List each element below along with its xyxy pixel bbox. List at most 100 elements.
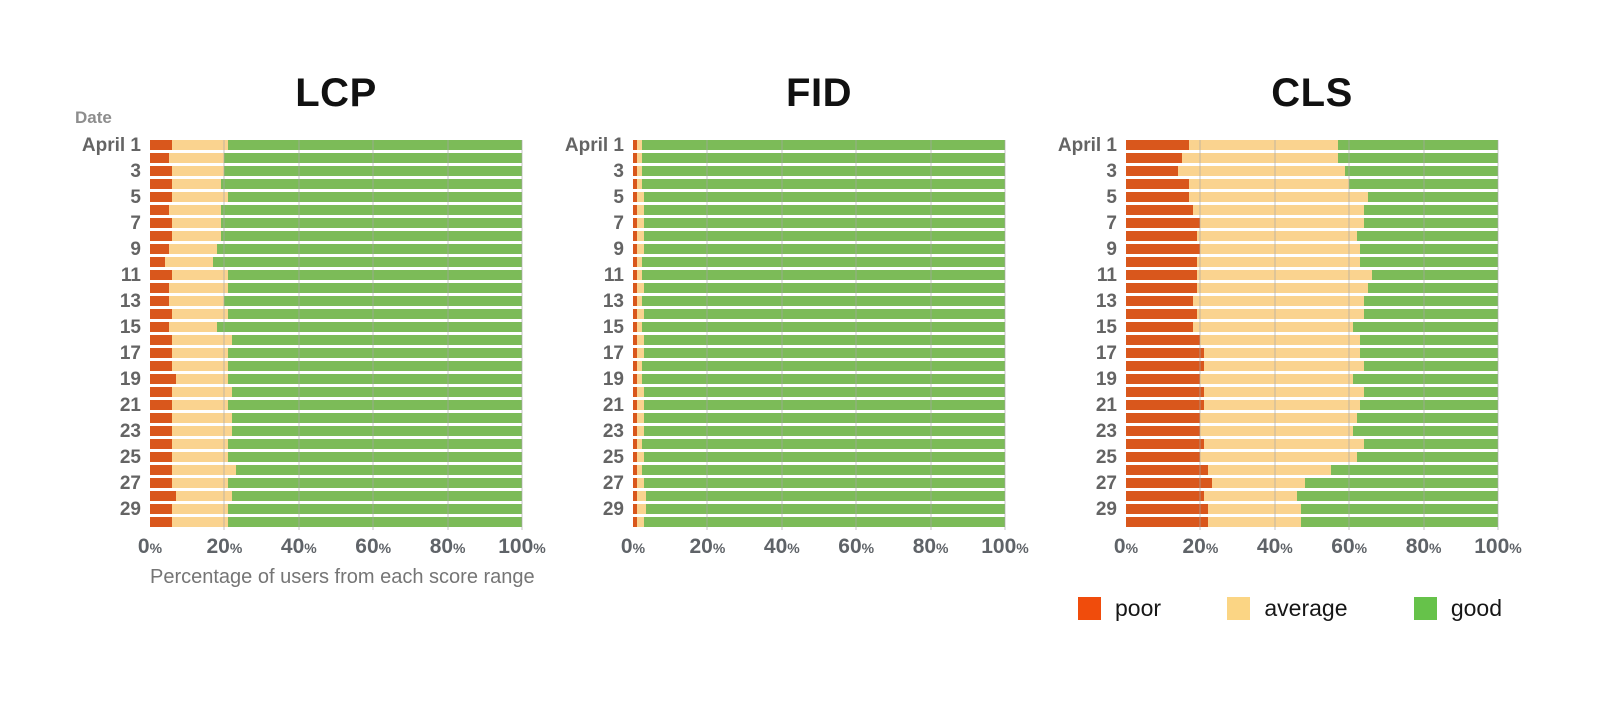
- y-tick-label: 9: [1106, 239, 1117, 260]
- bar-segment-poor: [1126, 322, 1193, 332]
- bar-row: [150, 153, 522, 163]
- bar-segment-average: [1200, 413, 1357, 423]
- bar-row: [1126, 426, 1498, 436]
- bar-row: [150, 504, 522, 514]
- y-tick-label: 13: [602, 291, 624, 312]
- bar-segment-good: [1356, 231, 1498, 241]
- bar-row: [1126, 166, 1498, 176]
- y-tick-label: 3: [613, 161, 624, 182]
- gridline: [855, 140, 858, 530]
- y-tick-label: 25: [1095, 447, 1117, 468]
- bar-segment-poor: [633, 413, 637, 423]
- bar-segment-good: [228, 504, 522, 514]
- y-tick-label: [543, 205, 624, 218]
- y-tick-label: 29: [119, 499, 141, 520]
- bar-segment-good: [644, 231, 1005, 241]
- bar-segment-poor: [633, 439, 637, 449]
- bar-segment-poor: [633, 140, 637, 150]
- bar-segment-poor: [633, 257, 637, 267]
- bar-segment-average: [172, 218, 221, 228]
- bar-segment-poor: [633, 309, 637, 319]
- bar-segment-good: [1349, 179, 1498, 189]
- bar-segment-poor: [1126, 452, 1201, 462]
- y-tick-label: 5: [130, 187, 141, 208]
- bar-row: [633, 270, 1005, 280]
- y-tick-label: [1036, 517, 1117, 530]
- bar-segment-poor: [633, 400, 637, 410]
- gridline: [1497, 140, 1499, 530]
- plot-lcp: [150, 140, 523, 530]
- bar-segment-good: [644, 283, 1005, 293]
- bar-segment-average: [636, 140, 643, 150]
- bar-segment-good: [1360, 244, 1498, 254]
- bar-segment-average: [172, 452, 229, 462]
- bar-row: [1126, 244, 1498, 254]
- bar-row: [1126, 478, 1498, 488]
- bar-segment-average: [172, 504, 229, 514]
- bar-segment-poor: [150, 322, 169, 332]
- bar-segment-poor: [633, 361, 637, 371]
- bar-segment-poor: [633, 244, 637, 254]
- bar-row: [150, 166, 522, 176]
- bar-row: [633, 140, 1005, 150]
- y-tick-label: April 1: [81, 135, 141, 156]
- gridline: [446, 140, 449, 530]
- bar-segment-average: [1189, 192, 1368, 202]
- bar-segment-good: [228, 192, 522, 202]
- bar-segment-average: [636, 153, 643, 163]
- legend: poor average good: [1078, 594, 1502, 622]
- bar-row: [1126, 348, 1498, 358]
- bar-segment-good: [228, 283, 522, 293]
- bar-row: [633, 361, 1005, 371]
- bar-segment-good: [644, 218, 1005, 228]
- bar-row: [150, 179, 522, 189]
- chart-panel-lcp: LCP Date April 1 3 5 7 9 11 13 15 17 19 21 23 25 27 29…: [60, 64, 546, 589]
- bar-segment-good: [642, 179, 1005, 189]
- x-tick-label: 0%: [137, 535, 163, 558]
- bar-segment-good: [642, 153, 1005, 163]
- bar-segment-average: [636, 465, 643, 475]
- bar-segment-poor: [1126, 244, 1201, 254]
- bar-segment-good: [644, 400, 1005, 410]
- y-tick-label: April 1: [1057, 135, 1117, 156]
- bar-segment-poor: [633, 179, 637, 189]
- y-tick-label: April 1: [564, 135, 624, 156]
- bar-segment-poor: [633, 322, 637, 332]
- bar-row: [150, 361, 522, 371]
- bar-segment-average: [636, 192, 645, 202]
- y-tick-label: [1036, 179, 1117, 192]
- bar-row: [150, 205, 522, 215]
- legend-swatch-average: [1227, 596, 1251, 620]
- bar-segment-good: [1364, 439, 1498, 449]
- bar-segment-good: [220, 179, 522, 189]
- bar-row: [633, 179, 1005, 189]
- bar-row: [150, 335, 522, 345]
- bar-segment-good: [1364, 218, 1498, 228]
- x-tick-label: 20%: [206, 535, 243, 558]
- bar-segment-poor: [150, 413, 173, 423]
- bar-segment-average: [1204, 387, 1365, 397]
- bar-row: [633, 478, 1005, 488]
- bar-row: [633, 452, 1005, 462]
- x-tick-label: 80%: [912, 535, 949, 558]
- plot-area-fid: April 1 3 5 7 9 11 13 15 17 19 21 23 25 27 29: [543, 135, 1013, 530]
- bar-segment-poor: [150, 387, 173, 397]
- bar-row: [150, 192, 522, 202]
- bar-row: [1126, 452, 1498, 462]
- bar-row: [150, 231, 522, 241]
- x-axis-title: Percentage of users from each score rang…: [150, 566, 535, 588]
- bar-segment-average: [636, 452, 645, 462]
- bar-row: [633, 309, 1005, 319]
- bar-segment-average: [172, 439, 229, 449]
- y-tick-label: 21: [119, 395, 141, 416]
- bar-segment-good: [235, 465, 522, 475]
- bar-row: [150, 218, 522, 228]
- bar-segment-poor: [1126, 504, 1208, 514]
- bar-segment-average: [1207, 465, 1331, 475]
- y-tick-label: [543, 231, 624, 244]
- bar-row: [1126, 192, 1498, 202]
- bar-segment-average: [1192, 322, 1353, 332]
- bar-row: [1126, 140, 1498, 150]
- bar-segment-good: [220, 231, 522, 241]
- y-tick-label: 17: [1095, 343, 1117, 364]
